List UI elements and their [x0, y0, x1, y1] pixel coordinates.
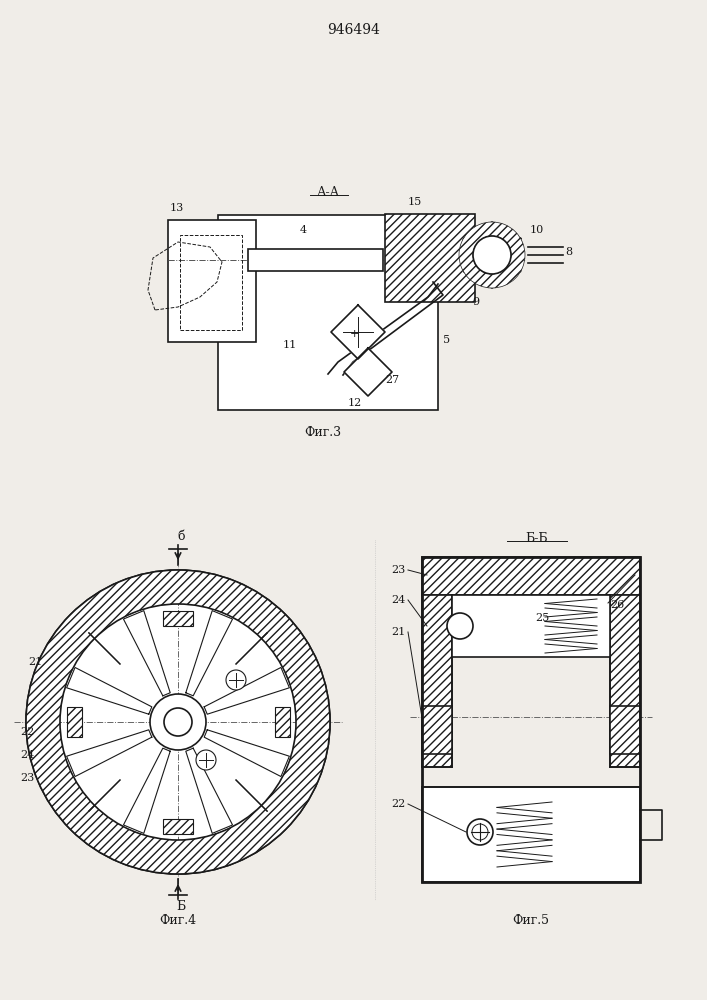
- Text: 22: 22: [392, 799, 406, 809]
- Polygon shape: [88, 633, 120, 664]
- Text: 23: 23: [20, 773, 34, 783]
- Circle shape: [196, 750, 216, 770]
- Text: 21: 21: [392, 627, 406, 637]
- Polygon shape: [186, 748, 233, 833]
- Polygon shape: [235, 633, 267, 664]
- Text: 27: 27: [385, 375, 399, 385]
- Text: Б: Б: [176, 900, 186, 914]
- Bar: [180, 235, 242, 330]
- Polygon shape: [88, 780, 120, 811]
- Bar: [422, 557, 640, 882]
- Text: 24: 24: [392, 595, 406, 605]
- Text: 21: 21: [28, 657, 42, 667]
- Text: б: б: [177, 530, 185, 544]
- Text: 8: 8: [565, 247, 572, 257]
- Text: Б-Б: Б-Б: [526, 532, 549, 544]
- Polygon shape: [163, 610, 193, 626]
- Text: 23: 23: [392, 565, 406, 575]
- Polygon shape: [463, 222, 520, 288]
- Text: 26: 26: [610, 600, 624, 610]
- Text: Фиг.4: Фиг.4: [160, 914, 197, 926]
- Text: 15: 15: [408, 197, 422, 207]
- Bar: [610, 595, 640, 767]
- Circle shape: [226, 670, 246, 690]
- Bar: [218, 215, 438, 410]
- Bar: [610, 706, 640, 754]
- Circle shape: [164, 708, 192, 736]
- Polygon shape: [331, 305, 385, 359]
- Polygon shape: [66, 730, 152, 777]
- Circle shape: [473, 236, 511, 274]
- Text: 4: 4: [300, 225, 307, 235]
- Text: 12: 12: [348, 398, 362, 408]
- Text: А-А: А-А: [317, 186, 339, 198]
- Bar: [422, 595, 452, 767]
- Bar: [422, 706, 452, 754]
- Text: 24: 24: [20, 750, 34, 760]
- Bar: [248, 249, 383, 271]
- Circle shape: [447, 613, 473, 639]
- Polygon shape: [124, 611, 170, 696]
- Polygon shape: [274, 707, 289, 737]
- Bar: [422, 787, 640, 882]
- Bar: [610, 706, 640, 754]
- Text: +: +: [349, 329, 358, 339]
- Text: 13: 13: [170, 203, 185, 213]
- Text: 9: 9: [472, 297, 479, 307]
- Bar: [422, 706, 452, 754]
- Text: 11: 11: [283, 340, 297, 350]
- Text: 946494: 946494: [327, 23, 380, 37]
- Polygon shape: [163, 818, 193, 834]
- Text: 25: 25: [535, 613, 549, 623]
- Polygon shape: [186, 611, 233, 696]
- Polygon shape: [124, 748, 170, 833]
- Text: Фиг.3: Фиг.3: [305, 426, 341, 438]
- Text: 22: 22: [20, 727, 34, 737]
- Polygon shape: [235, 780, 267, 811]
- Polygon shape: [66, 707, 81, 737]
- Polygon shape: [204, 730, 289, 777]
- Circle shape: [467, 819, 493, 845]
- Bar: [422, 557, 640, 595]
- Text: Фиг.5: Фиг.5: [513, 914, 549, 926]
- Text: 10: 10: [530, 225, 544, 235]
- Polygon shape: [344, 348, 392, 396]
- Text: 5: 5: [443, 335, 450, 345]
- Polygon shape: [204, 667, 289, 714]
- Bar: [385, 214, 475, 302]
- Circle shape: [26, 570, 330, 874]
- Bar: [452, 595, 610, 657]
- Circle shape: [150, 694, 206, 750]
- Polygon shape: [66, 667, 152, 714]
- Wedge shape: [459, 222, 525, 288]
- Bar: [168, 220, 256, 342]
